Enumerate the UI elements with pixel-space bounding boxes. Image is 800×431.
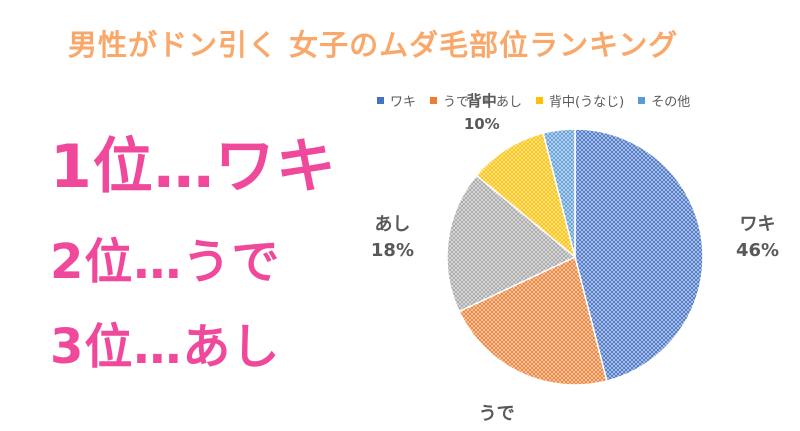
legend-swatch	[377, 96, 384, 104]
legend-item: うで	[430, 91, 469, 110]
pie-slice-4	[542, 128, 576, 258]
data-label-name: 背中	[467, 92, 497, 110]
data-label-value: 46%	[736, 240, 779, 261]
legend-label: 背中(うなじ)	[549, 94, 625, 110]
legend-item: あし	[483, 91, 522, 110]
ranking-third: 3位…あし	[50, 319, 281, 375]
data-label-name: うで	[479, 403, 515, 424]
legend-swatch	[430, 96, 438, 104]
ranking-second: 2位…うで	[50, 234, 281, 290]
legend-swatch	[536, 96, 544, 104]
data-label-value: 10%	[464, 115, 500, 133]
pie-slice-0	[574, 128, 704, 382]
legend-label: ワキ	[390, 94, 417, 110]
legend-label: うで	[443, 94, 470, 110]
pie-slice-1	[458, 255, 608, 386]
legend-item: 背中(うなじ)	[536, 91, 624, 110]
legend-swatch	[483, 96, 491, 104]
legend-item: ワキ	[377, 91, 416, 110]
data-label-name: ワキ	[740, 214, 776, 235]
data-label-value: 18%	[371, 240, 414, 261]
legend-label: あし	[496, 94, 523, 110]
page-title: 男性がドン引く 女子のムダ毛部位ランキング	[68, 28, 679, 62]
legend-item: その他	[638, 91, 690, 110]
chart-legend: ワキ うで あし 背中(うなじ) その他	[377, 90, 690, 110]
legend-label: その他	[651, 94, 691, 110]
pie-slice-2	[446, 174, 577, 313]
data-label-value: 22%	[475, 429, 518, 431]
data-label-name: あし	[374, 214, 410, 235]
ranking-first: 1位…ワキ	[50, 132, 337, 202]
legend-swatch	[638, 96, 646, 104]
pie-slice-3	[475, 132, 577, 260]
